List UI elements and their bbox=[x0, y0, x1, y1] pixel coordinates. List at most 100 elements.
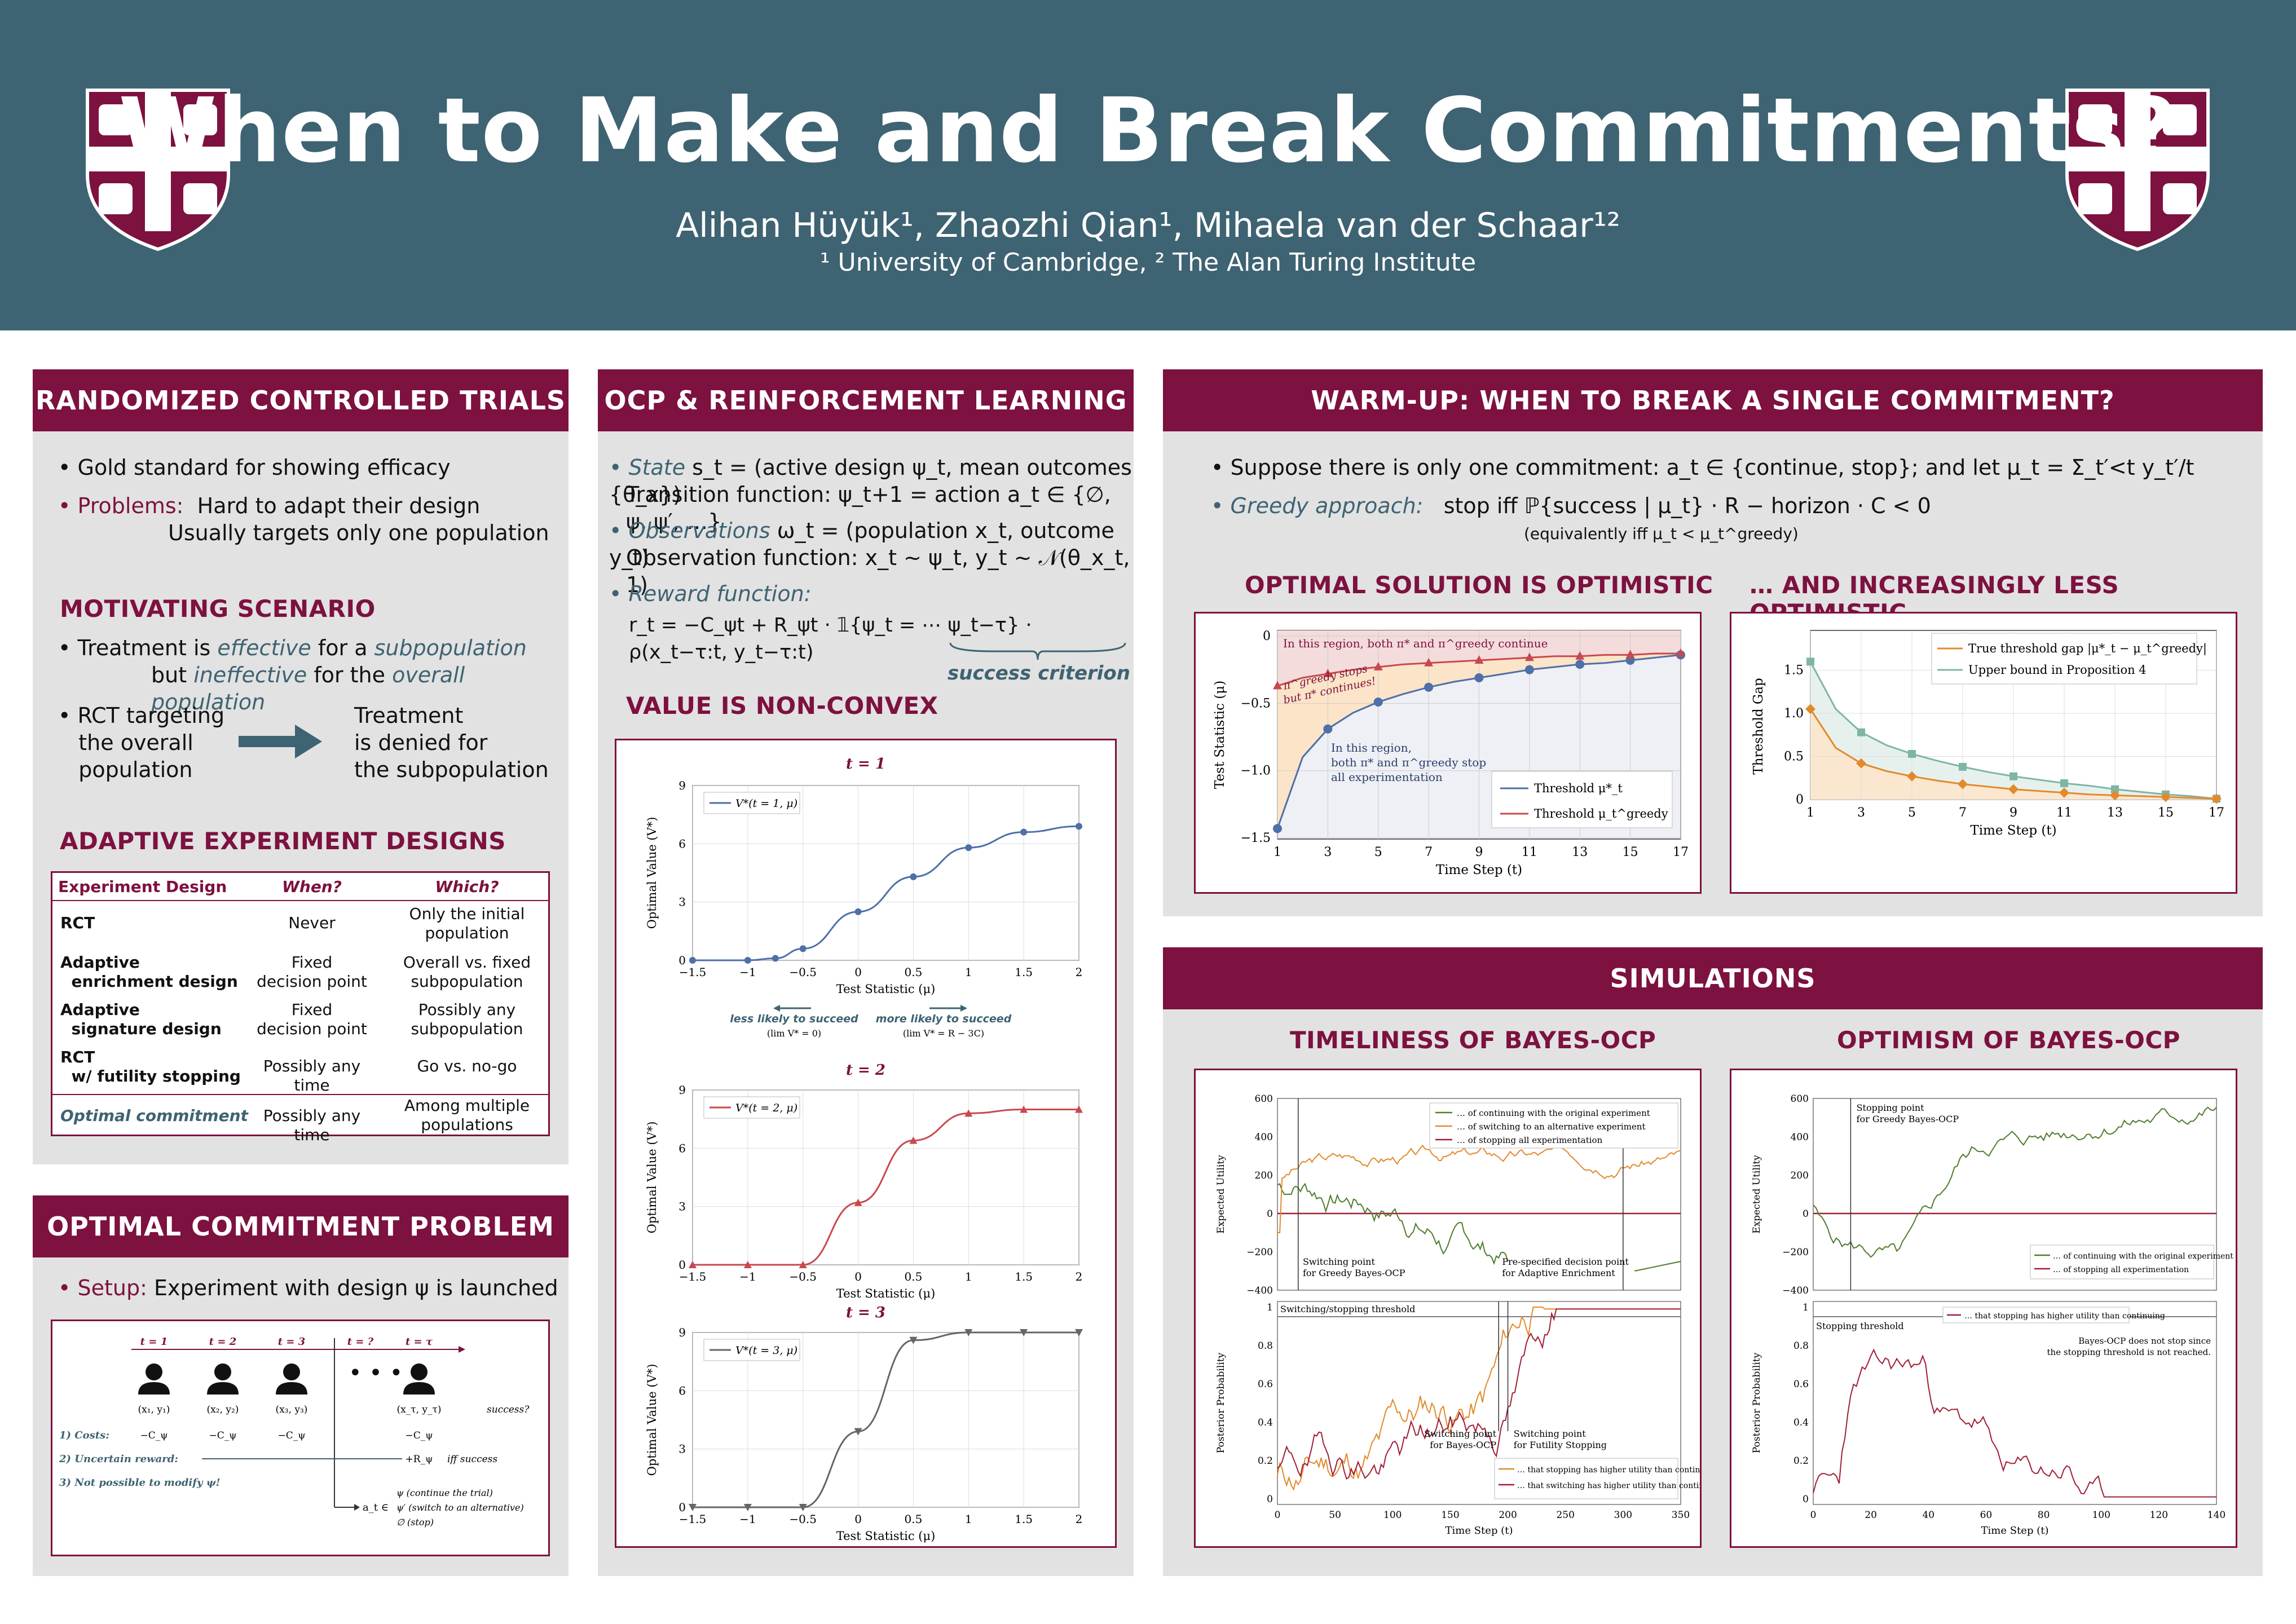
y-axis-label: Optimal Value (V*) bbox=[645, 1122, 659, 1234]
header-banner bbox=[0, 0, 2296, 330]
obs-label: (x_τ, y_τ) bbox=[396, 1404, 441, 1415]
motivating-heading: MOTIVATING SCENARIO bbox=[60, 595, 376, 623]
timeliness-heading: TIMELINESS OF BAYES-OCP bbox=[1290, 1026, 1656, 1054]
time-label: t = τ bbox=[406, 1336, 433, 1348]
tick-label: 15 bbox=[1623, 845, 1638, 859]
university-crest-right bbox=[2065, 89, 2210, 251]
action-prefix: a_t ∈ bbox=[363, 1502, 389, 1513]
tick-label: 0 bbox=[1796, 793, 1804, 807]
nonconvex-heading: VALUE IS NON-CONVEX bbox=[626, 692, 938, 720]
series-line bbox=[1813, 1106, 2217, 1258]
tick-label: −1.5 bbox=[679, 1512, 707, 1526]
tick-label: 100 bbox=[2092, 1510, 2110, 1521]
y-axis-label: Posterior Probability bbox=[1751, 1352, 1762, 1453]
rct-bullet-1: • Gold standard for showing efficacy bbox=[58, 455, 451, 480]
data-point bbox=[1373, 697, 1383, 707]
tick-label: 11 bbox=[2056, 806, 2072, 820]
data-point bbox=[1020, 1329, 1028, 1336]
data-point bbox=[689, 1261, 697, 1268]
y-axis-label: Expected Utility bbox=[1215, 1155, 1227, 1234]
tick-label: −0.5 bbox=[789, 1512, 817, 1526]
legend-label: … of stopping all experimentation bbox=[2053, 1265, 2189, 1274]
timeline-diagram: t = 1 t = 2 t = 3 t = ? t = τ • • • (x₁,… bbox=[59, 1336, 530, 1528]
x-axis-label: Test Statistic (μ) bbox=[836, 1529, 936, 1543]
legend-label: V*(t = 3, μ) bbox=[735, 1344, 797, 1357]
tick-label: 600 bbox=[1791, 1093, 1809, 1105]
tick-label: 0.5 bbox=[905, 1270, 923, 1283]
poster-title: When to Make and Break Commitments? bbox=[118, 79, 2178, 183]
rct-target-text: • RCT targeting the overall population bbox=[58, 703, 225, 782]
tick-label: 2 bbox=[1076, 965, 1083, 979]
legend-label: … that switching has higher utility than… bbox=[1517, 1481, 1700, 1490]
data-point bbox=[1908, 749, 1916, 758]
tick-label: 6 bbox=[678, 1384, 686, 1397]
reward-formula: r_t = −C_ψt + R_ψt · 𝟙{ψ_t = ⋯ ψ_t−τ} · … bbox=[629, 614, 1032, 664]
cost-value: −C_ψ bbox=[209, 1430, 236, 1441]
success-brace bbox=[949, 642, 1126, 660]
data-point bbox=[854, 908, 862, 915]
series-line bbox=[693, 1108, 1079, 1266]
tick-label: 9 bbox=[678, 779, 686, 792]
plot-frame bbox=[692, 1332, 1079, 1508]
legend-label: True threshold gap |μ*_t − μ_t^greedy| bbox=[1968, 642, 2207, 656]
legend-label: Upper bound in Proposition 4 bbox=[1968, 663, 2147, 677]
optimistic-heading: OPTIMAL SOLUTION IS OPTIMISTIC bbox=[1245, 571, 1713, 599]
tick-label: 0.4 bbox=[1793, 1417, 1809, 1428]
tick-label: 350 bbox=[1672, 1510, 1690, 1521]
tick-label: −1.5 bbox=[679, 1270, 707, 1283]
data-point bbox=[1020, 828, 1028, 836]
tick-label: 3 bbox=[678, 1200, 686, 1213]
data-point bbox=[2008, 784, 2019, 795]
tick-label: 7 bbox=[1425, 845, 1433, 859]
tick-label: 7 bbox=[1959, 806, 1967, 820]
data-point bbox=[689, 957, 696, 964]
legend-label: V*(t = 1, μ) bbox=[735, 797, 797, 810]
plot-frame bbox=[1813, 1301, 2217, 1505]
tick-label: 0 bbox=[854, 1270, 862, 1283]
legend-label: … of continuing with the original experi… bbox=[1457, 1108, 1650, 1118]
tick-label: 0.8 bbox=[1258, 1340, 1273, 1352]
tick-label: 3 bbox=[1324, 845, 1332, 859]
arrow-right-icon bbox=[239, 725, 322, 758]
obs-label: (x₃, y₃) bbox=[276, 1404, 308, 1415]
greedy-line: • Greedy approach: stop iff ℙ{success | … bbox=[1211, 493, 1931, 518]
tick-label: 15 bbox=[2158, 806, 2174, 820]
tick-label: 6 bbox=[678, 837, 686, 850]
tick-label: 300 bbox=[1614, 1510, 1632, 1521]
modify-label: 3) Not possible to modify ψ! bbox=[59, 1477, 221, 1489]
tick-label: −0.5 bbox=[789, 1270, 817, 1283]
data-point bbox=[1474, 655, 1484, 664]
data-point bbox=[965, 844, 972, 851]
tick-label: −0.5 bbox=[1241, 696, 1271, 710]
tick-label: 1.5 bbox=[1784, 664, 1804, 678]
reward-label: • Reward function: bbox=[609, 581, 812, 606]
tick-label: 1 bbox=[1273, 845, 1281, 859]
table-cell: Only the initial population bbox=[409, 904, 525, 942]
tick-label: 11 bbox=[1522, 845, 1537, 859]
data-point bbox=[854, 1198, 862, 1206]
data-point bbox=[743, 1504, 752, 1511]
cost-value: −C_ψ bbox=[405, 1430, 433, 1441]
tick-label: 100 bbox=[1383, 1510, 1402, 1521]
tick-label: 17 bbox=[1673, 845, 1689, 859]
less-likely-sub: (lim V* = 0) bbox=[767, 1028, 821, 1039]
data-point bbox=[1575, 660, 1585, 669]
data-point bbox=[1856, 758, 1866, 769]
threshold-figure: 1 3 5 7 9 11 13 15 17 0 −0.5 −1.0 −1.5 Time Step (t) T… bbox=[1194, 612, 1702, 894]
ocp-rl-panel: OCP & REINFORCEMENT LEARNING • State s_t… bbox=[598, 369, 1134, 1576]
affiliations: ¹ University of Cambridge, ² The Alan Tu… bbox=[819, 248, 1477, 277]
table-cell: Never bbox=[288, 914, 336, 932]
data-point bbox=[1273, 681, 1282, 690]
table-header: When? bbox=[282, 877, 342, 896]
tick-label: 2 bbox=[1076, 1270, 1083, 1283]
tick-label: 120 bbox=[2150, 1510, 2168, 1521]
tick-label: 20 bbox=[1865, 1510, 1877, 1521]
tick-label: 13 bbox=[1572, 845, 1588, 859]
warmup-heading: WARM-UP: WHEN TO BREAK A SINGLE COMMITME… bbox=[1163, 369, 2263, 431]
tick-label: 1.0 bbox=[1784, 707, 1804, 721]
annotation: Switching/stopping threshold bbox=[1280, 1304, 1415, 1314]
tick-label: 0.2 bbox=[1793, 1455, 1809, 1467]
tick-label: 9 bbox=[678, 1083, 686, 1097]
reward-value: +R_ψ bbox=[406, 1454, 433, 1465]
gap-figure: 1 3 5 7 9 11 13 15 17 0 0.5 1.0 1.5 Time Step (t) Thre… bbox=[1730, 612, 2237, 894]
